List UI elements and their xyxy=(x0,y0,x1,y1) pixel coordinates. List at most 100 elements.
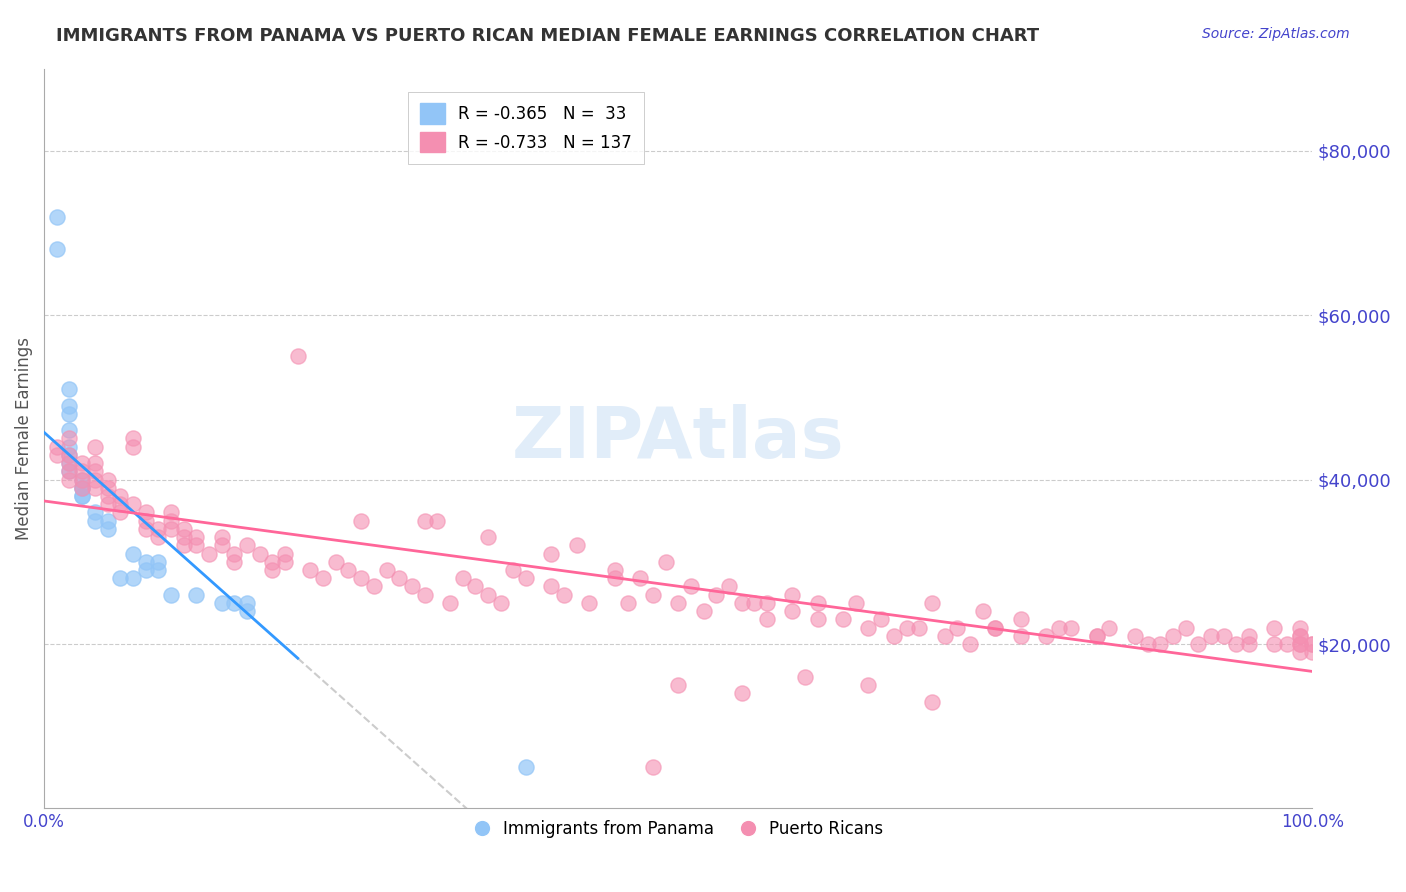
Point xyxy=(236,538,259,552)
Legend: Immigrants from Panama, Puerto Ricans: Immigrants from Panama, Puerto Ricans xyxy=(467,814,890,845)
Point xyxy=(350,571,373,585)
Point xyxy=(173,522,195,536)
Point xyxy=(908,621,931,635)
Point xyxy=(692,604,714,618)
Point xyxy=(1187,637,1209,651)
Point xyxy=(1237,637,1260,651)
Point xyxy=(666,678,689,692)
Point xyxy=(45,243,67,257)
Point xyxy=(186,538,208,552)
Point xyxy=(934,629,956,643)
Point xyxy=(921,596,943,610)
Point xyxy=(224,555,246,569)
Text: Source: ZipAtlas.com: Source: ZipAtlas.com xyxy=(1202,27,1350,41)
Text: ZIPAtlas: ZIPAtlas xyxy=(512,404,845,473)
Point xyxy=(1263,637,1285,651)
Point xyxy=(83,481,105,495)
Point xyxy=(807,612,830,626)
Point xyxy=(122,432,145,446)
Point xyxy=(70,489,93,503)
Point xyxy=(173,538,195,552)
Point xyxy=(782,604,804,618)
Point xyxy=(1047,621,1070,635)
Point xyxy=(1098,621,1121,635)
Point xyxy=(984,621,1007,635)
Point xyxy=(858,621,880,635)
Point xyxy=(274,555,297,569)
Point xyxy=(312,571,335,585)
Point xyxy=(274,547,297,561)
Point xyxy=(807,596,830,610)
Point xyxy=(83,464,105,478)
Point xyxy=(299,563,322,577)
Point xyxy=(160,506,183,520)
Point xyxy=(654,555,676,569)
Point xyxy=(350,514,373,528)
Point xyxy=(1275,637,1298,651)
Point xyxy=(70,489,93,503)
Point xyxy=(730,686,752,700)
Point xyxy=(58,399,80,413)
Point xyxy=(984,621,1007,635)
Point xyxy=(337,563,360,577)
Point xyxy=(83,456,105,470)
Point xyxy=(1288,637,1310,651)
Point xyxy=(58,407,80,421)
Point xyxy=(401,579,423,593)
Point xyxy=(96,473,118,487)
Point xyxy=(794,670,817,684)
Point xyxy=(388,571,411,585)
Y-axis label: Median Female Earnings: Median Female Earnings xyxy=(15,337,32,540)
Point xyxy=(477,530,499,544)
Point xyxy=(1288,621,1310,635)
Point xyxy=(58,473,80,487)
Point xyxy=(1288,629,1310,643)
Point xyxy=(236,596,259,610)
Point xyxy=(83,506,105,520)
Point xyxy=(451,571,474,585)
Point xyxy=(96,489,118,503)
Point xyxy=(70,481,93,495)
Point xyxy=(464,579,486,593)
Point xyxy=(603,563,626,577)
Text: IMMIGRANTS FROM PANAMA VS PUERTO RICAN MEDIAN FEMALE EARNINGS CORRELATION CHART: IMMIGRANTS FROM PANAMA VS PUERTO RICAN M… xyxy=(56,27,1039,45)
Point xyxy=(70,473,93,487)
Point xyxy=(540,547,562,561)
Point xyxy=(413,588,436,602)
Point xyxy=(1161,629,1184,643)
Point xyxy=(363,579,385,593)
Point xyxy=(45,440,67,454)
Point xyxy=(730,596,752,610)
Point xyxy=(148,555,170,569)
Point xyxy=(413,514,436,528)
Point xyxy=(477,588,499,602)
Point xyxy=(58,448,80,462)
Point xyxy=(58,456,80,470)
Point xyxy=(70,481,93,495)
Point xyxy=(287,349,309,363)
Point xyxy=(883,629,905,643)
Point xyxy=(186,530,208,544)
Point xyxy=(108,506,131,520)
Point xyxy=(1301,637,1323,651)
Point xyxy=(896,621,918,635)
Point xyxy=(1010,629,1032,643)
Point xyxy=(108,497,131,511)
Point xyxy=(616,596,638,610)
Point xyxy=(58,382,80,396)
Point xyxy=(325,555,347,569)
Point xyxy=(224,596,246,610)
Point xyxy=(679,579,702,593)
Point xyxy=(70,464,93,478)
Point xyxy=(236,604,259,618)
Point xyxy=(58,464,80,478)
Point xyxy=(1212,629,1234,643)
Point xyxy=(515,760,537,774)
Point xyxy=(135,506,157,520)
Point xyxy=(135,555,157,569)
Point xyxy=(122,497,145,511)
Point xyxy=(717,579,740,593)
Point xyxy=(96,497,118,511)
Point xyxy=(515,571,537,585)
Point xyxy=(249,547,271,561)
